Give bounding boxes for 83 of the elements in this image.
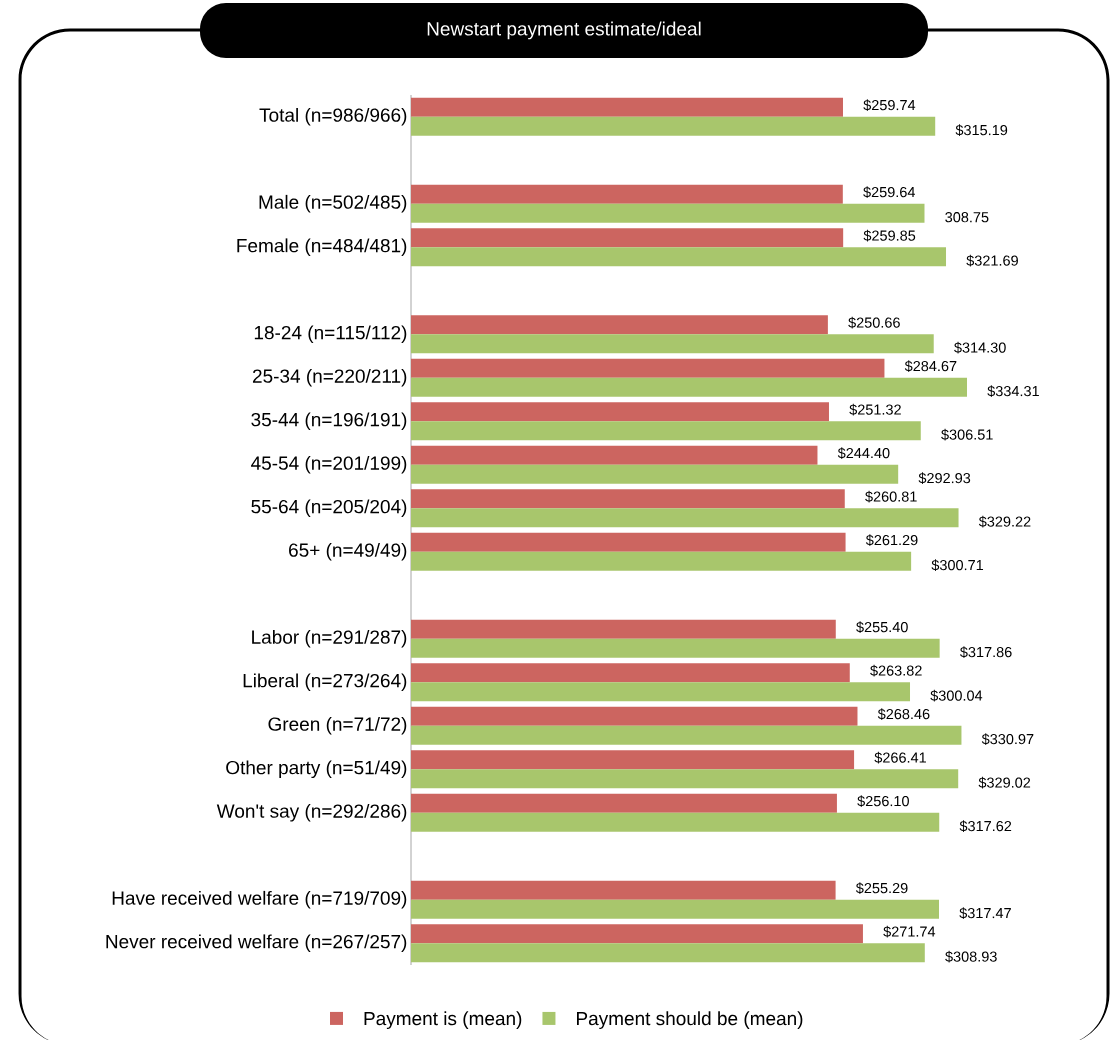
bar (411, 682, 911, 702)
data-label: $329.02 (978, 776, 1031, 789)
y-tick-label: Have received welfare (n=719/709) (112, 890, 407, 909)
y-tick-label: Male (n=502/485) (259, 194, 407, 213)
y-tick-label: Other party (n=51/49) (226, 760, 407, 779)
y-tick-label: 45-54 (n=201/199) (251, 455, 407, 474)
y-tick-label: Total (n=986/966) (259, 107, 407, 126)
data-label: $251.32 (849, 403, 901, 416)
bar (411, 551, 912, 571)
data-label: $260.81 (865, 490, 917, 503)
y-tick-label: Never received welfare (n=267/257) (106, 934, 407, 953)
data-label: $317.86 (960, 646, 1012, 659)
data-label: $329.22 (978, 515, 1031, 528)
data-label: $306.51 (941, 428, 993, 441)
bar (411, 769, 959, 789)
bar (411, 812, 940, 832)
bar (411, 247, 947, 267)
data-label: $330.97 (981, 733, 1034, 746)
bar (411, 315, 828, 335)
y-tick-label: Liberal (n=273/264) (243, 673, 407, 692)
data-label: $308.93 (945, 950, 997, 963)
data-label: $259.85 (863, 229, 916, 242)
bar (411, 750, 855, 770)
data-label: $317.47 (959, 907, 1011, 920)
bar (411, 619, 836, 639)
y-tick-label: Labor (n=291/287) (252, 629, 407, 648)
data-label: $292.93 (918, 472, 971, 485)
data-label: $250.66 (848, 316, 900, 329)
data-label: $266.41 (874, 751, 926, 764)
y-tick-label: 18-24 (n=115/112) (254, 325, 407, 344)
bar (411, 706, 858, 726)
bar (411, 725, 962, 745)
legend-label: Payment is (mean) (364, 1011, 522, 1029)
bar (411, 943, 925, 963)
y-tick-label: 35-44 (n=196/191) (251, 412, 407, 431)
bar (411, 421, 921, 441)
bar (411, 899, 939, 919)
data-label: $256.10 (857, 795, 909, 808)
bar (411, 358, 885, 378)
data-label: $284.67 (904, 360, 957, 373)
bar (411, 489, 845, 509)
data-label: $317.62 (959, 820, 1012, 833)
y-tick-label: 65+ (n=49/49) (289, 542, 407, 561)
bar (411, 184, 843, 204)
data-label: $244.40 (837, 447, 890, 460)
bar (411, 97, 843, 117)
data-label: $263.82 (870, 664, 922, 677)
bar (411, 880, 836, 900)
bar (411, 638, 940, 658)
bar (411, 116, 936, 136)
y-tick-label: 55-64 (n=205/204) (251, 499, 407, 518)
bar (411, 228, 844, 248)
data-label: $315.19 (955, 124, 1008, 137)
data-label: $259.74 (863, 99, 916, 112)
bar (411, 203, 925, 223)
data-label: $300.71 (931, 559, 984, 572)
y-tick-label: Won't say (n=292/286) (216, 803, 407, 822)
bar (411, 508, 959, 528)
bar (411, 924, 863, 944)
data-label: $300.04 (930, 689, 983, 702)
data-label: $314.30 (954, 341, 1006, 354)
data-label: $255.40 (856, 621, 908, 634)
y-tick-label: Female (n=484/481) (237, 238, 407, 257)
bar (411, 793, 837, 813)
chart-title: Newstart payment estimate/ideal (427, 21, 701, 40)
data-label: $259.64 (863, 186, 915, 199)
y-tick-label: 25-34 (n=220/211) (252, 368, 407, 387)
bar (411, 402, 829, 422)
bar (411, 377, 968, 397)
bar (411, 532, 846, 552)
bar (411, 464, 899, 484)
y-tick-label: Green (n=71/72) (268, 716, 407, 735)
data-label: $268.46 (877, 708, 930, 721)
data-label: $261.29 (865, 534, 918, 547)
data-label: $321.69 (966, 254, 1018, 267)
data-label: 308.75 (945, 212, 989, 223)
bar (411, 445, 818, 465)
data-label: $255.29 (855, 882, 908, 895)
data-label: $271.74 (883, 925, 936, 938)
bar (411, 663, 850, 683)
legend-label: Payment should be (mean) (577, 1011, 803, 1029)
data-label: $334.31 (987, 385, 1039, 398)
bar (411, 334, 934, 354)
